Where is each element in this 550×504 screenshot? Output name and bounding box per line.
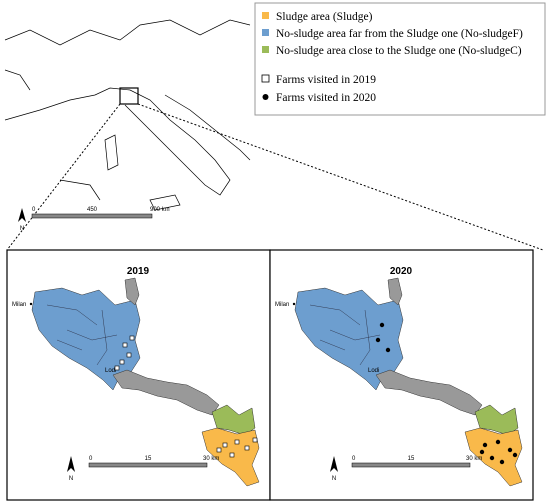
city-marker [292, 302, 296, 306]
scale-label: 30 km [466, 456, 482, 462]
scale-label: 15 [145, 456, 152, 462]
north: N [69, 476, 73, 482]
north-arrow [67, 456, 75, 472]
legend-box [254, 2, 546, 116]
farm-2019 [222, 442, 228, 448]
city-label: Milan [12, 302, 26, 308]
farm-2020 [512, 452, 518, 458]
farm-2019 [129, 335, 135, 341]
farm-2019 [122, 342, 128, 348]
legend: Sludge area (Sludge) No-sludge area far … [254, 2, 546, 116]
scale-label: 450 [87, 207, 98, 213]
farm-2019 [119, 359, 125, 365]
farm-2020 [482, 442, 488, 448]
scale-label: 30 km [203, 456, 219, 462]
farm-2020 [385, 347, 391, 353]
legend-item: No-sludge area far from the Sludge one (… [276, 28, 523, 40]
north: N [20, 226, 24, 232]
farm-2020 [489, 455, 495, 461]
farm-2019 [126, 352, 132, 358]
farm-2020 [507, 447, 513, 453]
panel-title: 2019 [127, 266, 150, 277]
legend-item: No-sludge area close to the Sludge one (… [276, 45, 522, 57]
map-panel: 2019 Milan Lodi N 0 15 30 km [6, 249, 271, 501]
farm-2020 [379, 322, 385, 328]
farm-2019 [114, 365, 120, 371]
overview-scale: N 0 450 900 km [18, 207, 170, 232]
scale-label: 0 [32, 207, 36, 213]
legend-item: Farms visited in 2020 [276, 92, 376, 104]
north: N [332, 476, 336, 482]
map-panel: 2020 Milan Lodi N 0 15 30 km [269, 249, 534, 501]
city-label: Lodi [368, 368, 379, 374]
europe-map [4, 19, 251, 211]
farm-2019 [216, 447, 222, 453]
zoom-line [137, 103, 544, 251]
scale-bar [88, 462, 208, 468]
zoom-box [119, 87, 139, 105]
city-label: Milan [275, 302, 289, 308]
farm-2020 [479, 449, 485, 455]
legend-item: Farms visited in 2019 [276, 74, 376, 86]
city-marker [29, 302, 33, 306]
scale-label: 900 km [150, 207, 170, 213]
farm-2020 [495, 439, 501, 445]
panel-title: 2020 [390, 266, 413, 277]
scale-label: 0 [89, 456, 93, 462]
scale-label: 0 [352, 456, 356, 462]
north-arrow [330, 456, 338, 472]
scale-label: 15 [408, 456, 415, 462]
zoom-line [6, 103, 121, 251]
scale-bar [351, 462, 471, 468]
farm-2019 [252, 437, 258, 443]
farm-2019 [229, 452, 235, 458]
legend-item: Sludge area (Sludge) [276, 11, 373, 23]
city-label: Lodi [105, 368, 116, 374]
farm-2019 [244, 445, 250, 451]
farm-2020 [499, 459, 505, 465]
farm-2019 [234, 439, 240, 445]
farm-2020 [375, 337, 381, 343]
